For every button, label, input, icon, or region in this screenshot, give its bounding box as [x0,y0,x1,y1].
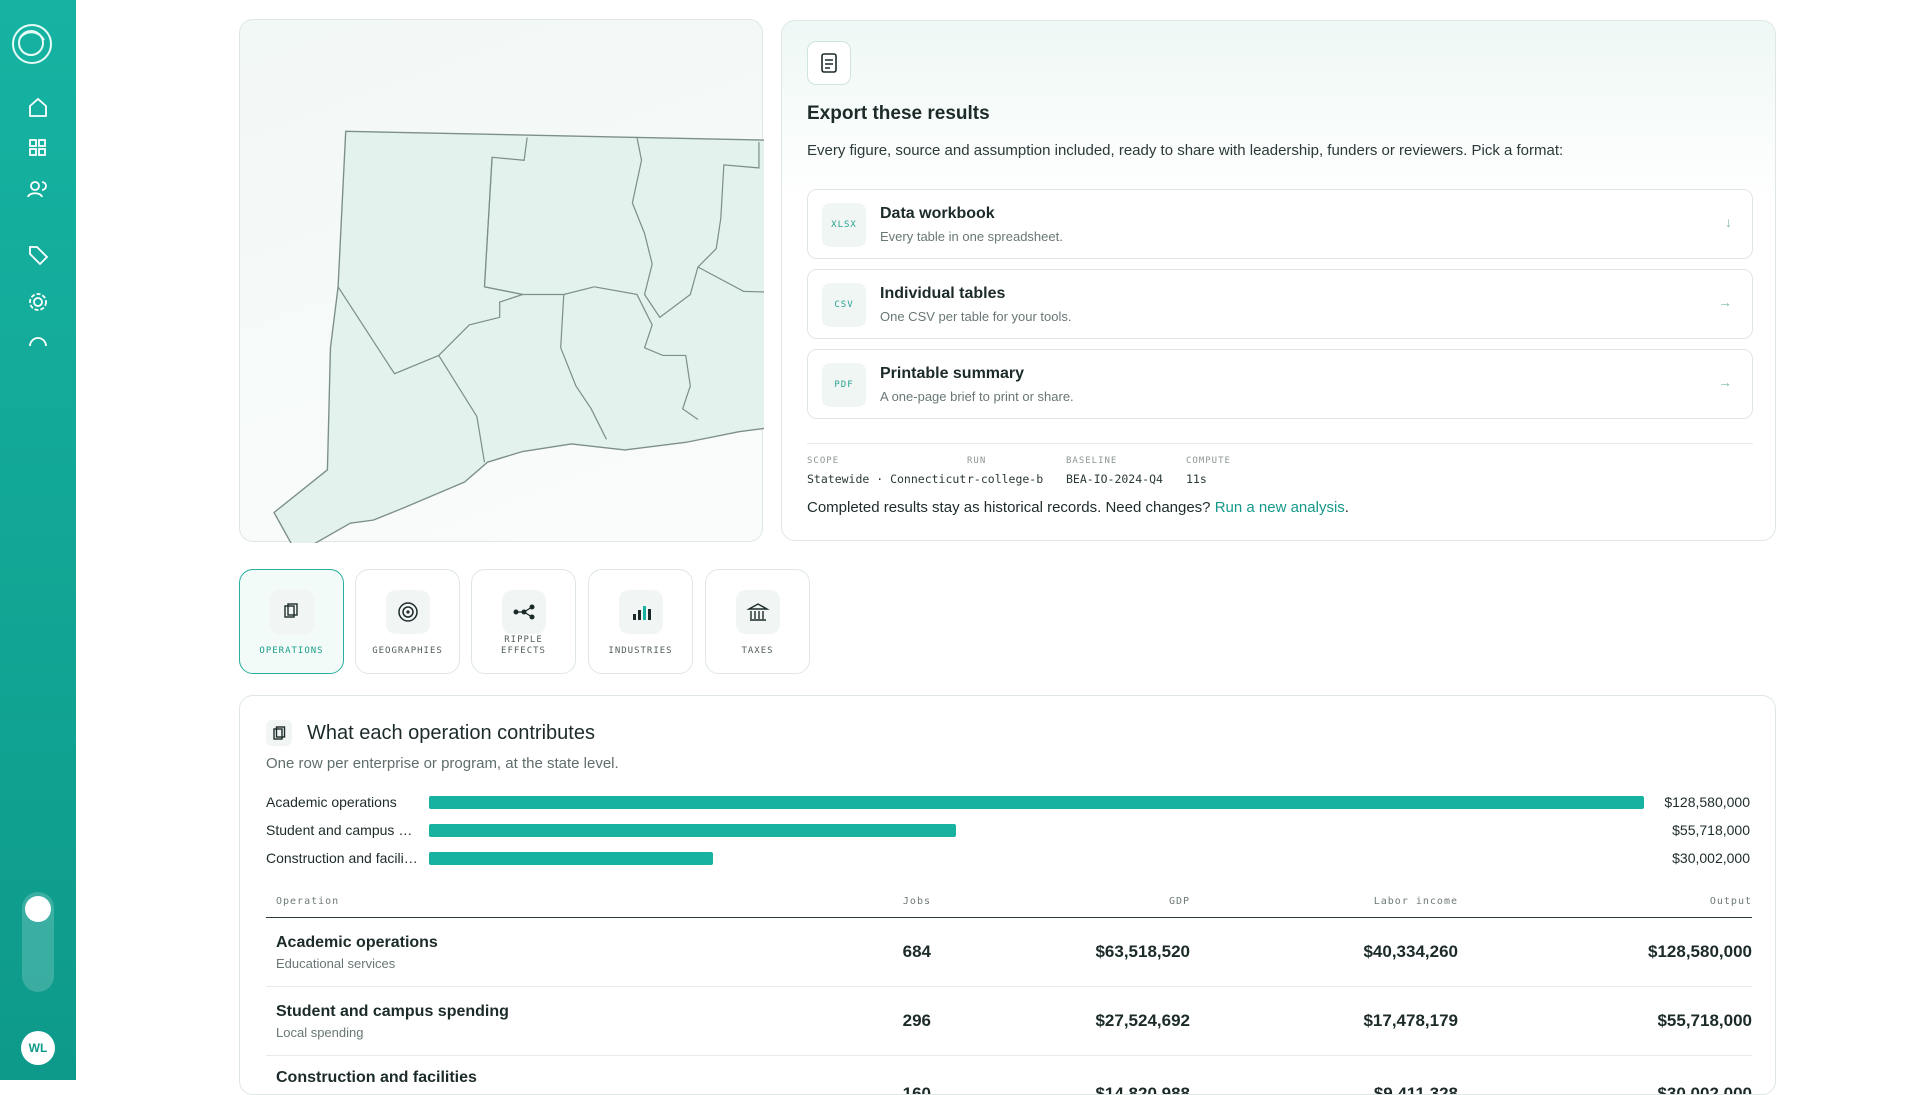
section-subtitle: One row per enterprise or program, at th… [266,755,619,772]
option-subtitle: Every table in one spreadsheet. [880,229,1063,244]
option-arrow: → [1718,374,1732,390]
bar [429,796,1644,809]
section-icon [266,720,292,746]
table-row: Construction and facilities 160 $14,820,98… [266,1056,1752,1095]
operation-cell: Construction and facilities [266,1056,801,1087]
table-row: Academic operations Educational services 6… [266,918,1752,987]
sidebar: WL [0,0,76,1080]
format-badge: CSV [822,283,866,327]
table-cell: $63,518,520 [1095,942,1190,961]
tab[interactable]: OPERATIONS [239,569,344,674]
bar [429,824,956,837]
operation-name: Construction and facilities [276,1069,477,1086]
export-option[interactable]: XLSX Data workbook Every table in one spre… [807,189,1753,259]
divider [807,443,1753,444]
table-header: Operation Jobs GDP Labor income Output [266,896,1752,918]
bar-label: Academic operations [266,794,397,810]
meta-value: BEA-IO-2024-Q4 [1066,472,1163,486]
tab[interactable]: INDUSTRIES [588,569,693,674]
table-cell: $14,820,988 [1095,1084,1190,1095]
option-arrow: ↓ [1725,214,1732,230]
format-badge: XLSX [822,203,866,247]
bar-label: Construction and facilities [266,850,418,866]
column-header: GDP [1168,896,1190,907]
meta-label: RUN [967,456,987,466]
export-title: Export these results [807,103,990,124]
tab[interactable]: RIPPLE EFFECTS [471,569,576,674]
table-cell: 684 [902,942,931,961]
tab-label: RIPPLE EFFECTS [501,635,546,656]
column-header: Output [1709,896,1752,907]
operation-name: Student and campus spending [276,1002,509,1020]
tab[interactable]: GEOGRAPHIES [355,569,460,674]
operation-cell: Academic operations Educational services [266,934,801,971]
operation-cell: Student and campus spending Local spendin… [266,1003,801,1040]
tab-icon [502,590,546,634]
export-option[interactable]: PDF Printable summary A one-page brief to … [807,349,1753,419]
tab-icon [619,590,663,634]
option-title: Individual tables [880,285,1006,302]
table-cell: $128,580,000 [1648,942,1752,961]
nav-icons[interactable] [26,96,50,346]
option-title: Data workbook [880,205,995,222]
map-card [239,19,855,555]
table-cell: 296 [902,1011,931,1030]
tab[interactable]: TAXES [705,569,810,674]
bar-value: $55,718,000 [1672,822,1750,838]
export-footer: Completed results stay as historical rec… [807,499,1349,516]
footer-end: . [1344,499,1349,516]
meta-label: SCOPE [807,456,840,466]
bar-value: $30,002,000 [1672,850,1750,866]
column-header: Labor income [1373,896,1458,907]
operation-sector: Educational services [276,955,396,971]
table-cell: $40,334,260 [1363,942,1458,961]
operation-name: Academic operations [276,933,438,951]
tab-icon [386,590,430,634]
export-description: Every figure, source and assumption incl… [807,142,1564,159]
bar-value: $128,580,000 [1664,794,1750,810]
tab-label: GEOGRAPHIES [372,646,443,656]
table-cell: $17,478,179 [1363,1011,1458,1030]
operation-sector: Local spending [276,1024,364,1040]
theme-switch[interactable] [22,892,54,992]
tab-icon [736,590,780,634]
table-cell: 160 [902,1084,931,1095]
option-arrow: → [1718,294,1732,310]
export-icon [807,41,851,85]
logo [12,24,52,64]
table-cell: $9,411,328 [1373,1084,1458,1095]
table-cell: $30,002,000 [1657,1084,1752,1095]
bar-label: Student and campus spending [266,822,418,838]
table-cell: $27,524,692 [1095,1011,1190,1030]
section-title: What each operation contributes [307,722,595,744]
map [273,130,855,555]
tab-label: OPERATIONS [259,646,324,656]
tab-label: TAXES [741,646,774,656]
table-cell: $55,718,000 [1657,1011,1752,1030]
operations-card: What each operation contributes One row … [239,695,1776,1095]
tab-label: INDUSTRIES [608,646,673,656]
table-row: Student and campus spending Local spendin… [266,987,1752,1056]
export-option[interactable]: CSV Individual tables One CSV per table fo… [807,269,1753,339]
format-badge: PDF [822,363,866,407]
column-header: Jobs [902,896,931,907]
bar [429,852,713,865]
avatar[interactable]: WL [21,1031,55,1065]
meta-value: r-college-b [967,472,1044,486]
column-header: Operation [276,896,340,907]
footer-link[interactable]: Run a new analysis [1214,499,1345,516]
footer-text: Completed results stay as historical rec… [807,499,1215,516]
tab-icon [270,590,314,634]
meta-value: 11s [1186,472,1207,486]
meta-value: Statewide · Connecticut [807,472,967,486]
option-title: Printable summary [880,365,1025,382]
option-subtitle: One CSV per table for your tools. [880,309,1072,324]
meta-label: COMPUTE [1186,456,1231,466]
option-subtitle: A one-page brief to print or share. [880,389,1074,404]
meta-label: BASELINE [1066,456,1118,466]
export-card: Export these results Every figure, sourc… [781,20,1776,541]
